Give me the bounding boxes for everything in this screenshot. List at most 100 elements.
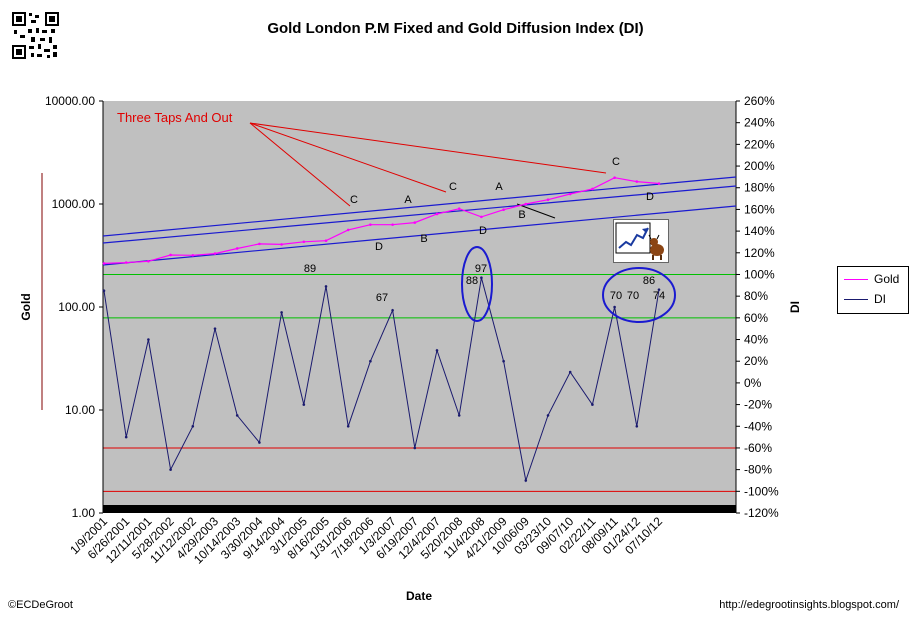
series-point-di [435, 349, 439, 352]
series-point-di [502, 359, 505, 363]
series-point-di [391, 308, 394, 312]
right-axis-tick-label: -40% [744, 419, 772, 433]
series-point-gold [546, 198, 550, 202]
right-axis-tick-label: -20% [744, 398, 772, 412]
wave-b-pointer [516, 203, 556, 219]
series-point-gold [191, 253, 195, 257]
annotation-line [249, 122, 607, 174]
annotation-line [249, 122, 351, 207]
highlight-ellipse-2008 [461, 246, 493, 322]
right-axis-tick-label: -60% [744, 441, 772, 455]
right-axis-tick-label: 120% [744, 246, 775, 260]
plot-area [103, 101, 736, 513]
channel-line-middle [102, 185, 737, 244]
series-point-gold [346, 228, 350, 232]
series-point-gold [591, 187, 594, 191]
right-axis-title: DI [788, 301, 802, 313]
series-line-gold [103, 177, 660, 264]
series-point-di [613, 305, 616, 309]
right-axis-tick-label: 20% [744, 354, 768, 368]
peak-label: 70 [610, 290, 622, 302]
channel-line-lower [102, 205, 737, 266]
annotation-line [249, 122, 447, 193]
right-axis-tick-label: 260% [744, 94, 775, 108]
series-point-di [102, 289, 106, 293]
qr-code [11, 11, 60, 60]
peak-label: 88 [466, 275, 478, 287]
series-point-gold [657, 182, 661, 185]
series-point-di [280, 311, 283, 314]
annotation-three-taps: Three Taps And Out [117, 110, 233, 125]
right-axis-tick-label: -100% [744, 484, 779, 498]
chart-legend: Gold DI [837, 266, 909, 314]
right-axis-tick-label: 220% [744, 137, 775, 151]
left-axis-tick-label: 10000.00 [45, 94, 95, 108]
series-point-di [124, 435, 128, 439]
legend-item-di: DI [844, 291, 886, 307]
bull-chart-thumbnail [613, 219, 669, 263]
series-point-di [546, 414, 550, 417]
right-axis-tick-label: 100% [744, 267, 775, 281]
series-line-di [103, 277, 660, 483]
peak-label: 74 [653, 290, 665, 302]
right-axis-tick-label: -80% [744, 463, 772, 477]
legend-item-gold: Gold [844, 271, 899, 287]
series-point-di [457, 414, 461, 417]
series-point-gold [280, 243, 283, 246]
wave-label: D [646, 191, 654, 203]
series-point-gold [124, 261, 128, 264]
right-axis-tick-label: 80% [744, 289, 768, 303]
legend-swatch-di [844, 298, 868, 300]
highlight-ellipse-2012 [602, 267, 676, 323]
series-point-di [635, 424, 639, 428]
left-axis-tick-label: 100.00 [58, 300, 95, 314]
series-point-gold [435, 212, 439, 216]
source-url: http://edegrootinsights.blogspot.com/ [719, 599, 899, 611]
wave-label: C [449, 181, 457, 193]
series-point-di [346, 424, 350, 428]
legend-label-di: DI [874, 292, 886, 306]
series-point-gold [324, 239, 328, 243]
copyright-credit: ©ECDeGroot [8, 599, 73, 611]
series-point-gold [568, 192, 572, 196]
plot-floor-band [103, 505, 736, 513]
right-axis-tick-label: 180% [744, 181, 775, 195]
series-point-gold [613, 176, 616, 180]
series-point-gold [391, 223, 394, 226]
series-point-gold [102, 262, 106, 265]
series-point-di [147, 338, 150, 341]
channel-line-upper [102, 176, 737, 237]
series-point-gold [413, 221, 417, 224]
series-point-gold [480, 215, 483, 219]
wave-label: B [518, 209, 525, 221]
series-point-gold [457, 207, 461, 211]
right-axis-tick-label: 40% [744, 333, 768, 347]
series-point-di [480, 276, 483, 280]
series-point-di [413, 446, 417, 450]
legend-label-gold: Gold [874, 272, 900, 286]
series-point-gold [369, 223, 372, 226]
series-point-gold [235, 247, 239, 250]
right-axis-tick-label: 60% [744, 311, 768, 325]
series-point-di [235, 414, 239, 417]
series-point-gold [635, 180, 639, 183]
series-point-di [324, 285, 328, 288]
series-point-gold [302, 240, 306, 244]
series-point-gold [524, 202, 528, 206]
right-axis-tick-label: 0% [744, 376, 762, 390]
series-point-di [657, 288, 661, 291]
series-point-di [302, 403, 306, 406]
peak-label: 89 [304, 263, 316, 275]
series-point-di [191, 424, 195, 428]
peak-label: 86 [643, 275, 655, 287]
series-point-di [369, 359, 372, 363]
series-point-di [169, 468, 172, 471]
wave-label: D [479, 225, 487, 237]
peak-label: 67 [376, 292, 388, 304]
legend-swatch-gold [844, 278, 868, 280]
wave-label: C [612, 156, 620, 168]
series-point-gold [213, 252, 217, 255]
series-point-di [213, 327, 217, 330]
series-point-di [258, 441, 261, 444]
